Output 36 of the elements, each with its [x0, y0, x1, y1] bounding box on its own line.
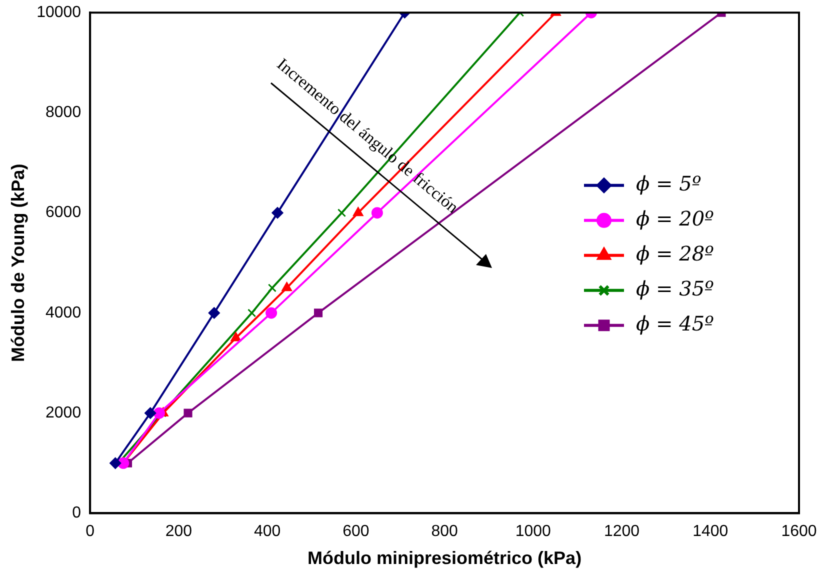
x-tick-label: 200	[165, 523, 192, 540]
legend-label: ϕ = 35º	[636, 276, 714, 301]
point	[337, 208, 346, 218]
legend-label: ϕ = 20º	[636, 206, 714, 231]
y-tick-label: 6000	[46, 204, 82, 222]
point	[208, 307, 220, 319]
point	[153, 407, 165, 419]
y-axis-title: Módulo de Young (kPa)	[8, 164, 28, 362]
legend-label: ϕ = 45º	[636, 312, 714, 336]
x-tick-label: 600	[342, 523, 370, 540]
x-tick-label: 800	[431, 523, 458, 540]
point	[266, 307, 278, 319]
point	[230, 332, 241, 342]
point	[282, 282, 292, 292]
legend-label: ϕ = 28º	[636, 242, 714, 266]
y-tick-label: 10000	[36, 4, 82, 22]
point	[144, 407, 156, 419]
x-tick-label: 400	[254, 523, 281, 540]
y-tick-label: 2000	[46, 404, 82, 422]
point	[314, 308, 323, 318]
y-tick-label: 4000	[46, 304, 82, 322]
point	[371, 207, 383, 219]
x-axis-title: Módulo minipresiométrico (kPa)	[308, 548, 582, 568]
x-tick-label: 1600	[781, 523, 817, 540]
point	[110, 457, 122, 469]
point	[184, 408, 192, 418]
x-tick-label: 0	[86, 523, 95, 540]
point	[268, 284, 276, 292]
x-tick-label: 1000	[515, 523, 552, 540]
point	[248, 308, 256, 318]
legend-label: ϕ = 5º	[636, 172, 702, 196]
x-tick-label: 1400	[692, 523, 728, 540]
x-tick-label: 1200	[604, 523, 640, 540]
y-tick-label: 0	[72, 504, 82, 522]
y-tick-label: 8000	[46, 104, 82, 122]
point	[272, 207, 284, 219]
